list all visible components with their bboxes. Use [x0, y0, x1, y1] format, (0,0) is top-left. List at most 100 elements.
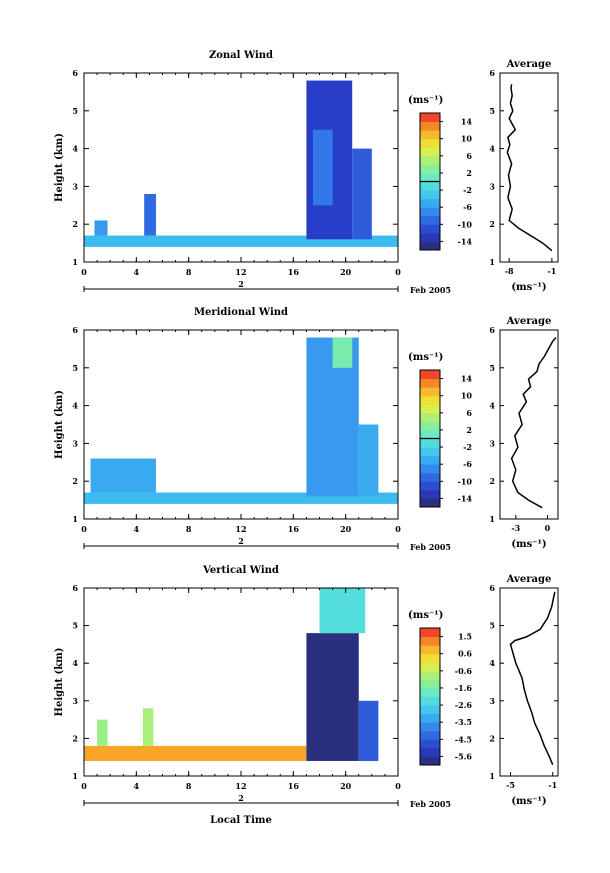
y-axis-label: Height (km) [54, 133, 65, 202]
x-tick-label: 12 [235, 267, 246, 277]
y-tick-label: 6 [72, 583, 78, 593]
colorbar-segment [420, 138, 440, 148]
x-tick-label: 0 [395, 524, 401, 534]
date-label: Feb 2005 [410, 799, 451, 809]
y-tick-label: 2 [72, 733, 78, 743]
colorbar-label: -1.6 [455, 683, 473, 693]
colorbar-segment [420, 395, 440, 405]
colorbar-segment [420, 147, 440, 157]
data-region-1 [90, 458, 156, 493]
colorbar-label: -4.5 [455, 734, 472, 744]
colorbar-label: -3.5 [455, 717, 472, 727]
colorbar-label: -10 [458, 476, 473, 486]
profile-y-label: 2 [489, 219, 495, 229]
profile-x-label: 0 [545, 523, 551, 533]
colorbar-label: -14 [458, 493, 473, 503]
profile-x-label: -5 [506, 780, 515, 790]
profile-x-unit: (ms⁻¹) [511, 796, 546, 807]
colorbar-segment [420, 687, 440, 697]
colorbar-segment [420, 645, 440, 655]
y-tick-label: 4 [72, 144, 78, 154]
data-region-0 [84, 745, 307, 761]
x-tick-label: 4 [134, 781, 140, 791]
date-label: Feb 2005 [410, 542, 451, 552]
colorbar-label: -2 [463, 185, 472, 195]
colorbar-segment [420, 378, 440, 388]
colorbar-segment [420, 472, 440, 482]
colorbar-segment [420, 198, 440, 208]
colorbar-segment [420, 130, 440, 140]
colorbar-unit: (ms⁻¹) [408, 95, 443, 106]
data-region-4 [352, 148, 372, 240]
colorbar-label: 6 [466, 151, 472, 161]
x-tick-label: 4 [134, 524, 140, 534]
profile-line [509, 591, 556, 765]
profile-y-label: 6 [489, 325, 495, 335]
x-tick-label: 12 [235, 781, 246, 791]
profile-y-label: 5 [489, 106, 495, 116]
x-tick-label: 20 [340, 781, 352, 791]
colorbar-segment [420, 653, 440, 663]
day-label: 2 [238, 793, 244, 803]
colorbar-segment [420, 705, 440, 715]
colorbar-segment [420, 628, 440, 638]
colorbar-segment [420, 730, 440, 740]
colorbar-segment [420, 404, 440, 414]
x-tick-label: 20 [340, 267, 352, 277]
colorbar-label: -6 [463, 459, 472, 469]
data-region-5 [319, 588, 366, 634]
profile-y-label: 3 [489, 181, 495, 191]
colorbar-segment [420, 438, 440, 448]
colorbar-segment [420, 181, 440, 191]
colorbar-label: 2 [466, 168, 472, 178]
y-tick-label: 4 [72, 401, 78, 411]
colorbar-segment [420, 232, 440, 242]
y-tick-label: 3 [72, 181, 78, 191]
x-tick-label: 4 [134, 267, 140, 277]
colorbar-segment [420, 370, 440, 380]
y-tick-label: 6 [72, 68, 78, 78]
profile-frame [499, 329, 559, 520]
colorbar-segment [420, 412, 440, 422]
profile-x-unit: (ms⁻¹) [511, 539, 546, 550]
colorbar-label: 6 [466, 408, 472, 418]
y-tick-label: 3 [72, 696, 78, 706]
colorbar-segment [420, 113, 440, 123]
colorbar-unit: (ms⁻¹) [408, 610, 443, 621]
profile-y-label: 4 [489, 144, 495, 154]
x-tick-label: 16 [288, 781, 300, 791]
colorbar-segment [420, 498, 440, 508]
colorbar-unit: (ms⁻¹) [408, 352, 443, 363]
profile-y-label: 3 [489, 438, 495, 448]
y-axis-label: Height (km) [54, 648, 65, 717]
y-tick-label: 2 [72, 219, 78, 229]
colorbar-segment [420, 207, 440, 217]
colorbar-label: 1.5 [458, 632, 472, 642]
colorbar-segment [420, 455, 440, 465]
profile-y-label: 6 [489, 583, 495, 593]
x-tick-label: 0 [81, 781, 87, 791]
colorbar-segment [420, 190, 440, 200]
profile-x-label: -8 [505, 266, 514, 276]
colorbar-segment [420, 241, 440, 251]
colorbar-label: -14 [458, 236, 473, 246]
data-region-1 [97, 719, 108, 746]
colorbar-segment [420, 722, 440, 732]
y-tick-label: 4 [72, 658, 78, 668]
x-tick-label: 8 [186, 781, 192, 791]
colorbar-segment [420, 481, 440, 491]
colorbar-segment [420, 429, 440, 439]
colorbar-label: 10 [461, 391, 473, 401]
x-tick-label: 16 [288, 267, 300, 277]
colorbar-label: 2 [466, 425, 472, 435]
profile-y-label: 6 [489, 68, 495, 78]
profile-y-label: 3 [489, 696, 495, 706]
data-region-3 [306, 633, 359, 761]
y-tick-label: 3 [72, 438, 78, 448]
data-region-1 [94, 220, 108, 236]
colorbar-label: 10 [461, 134, 473, 144]
colorbar-segment [420, 489, 440, 499]
